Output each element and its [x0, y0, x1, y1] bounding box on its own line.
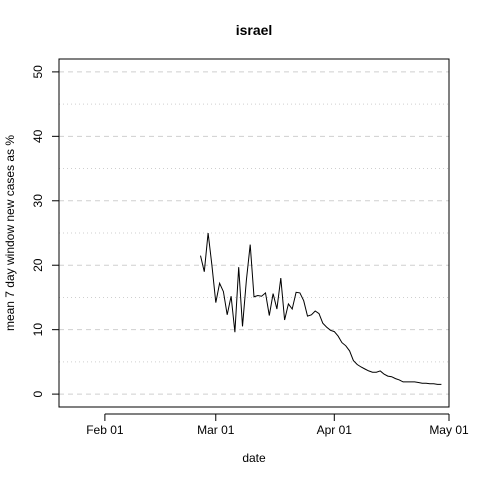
y-axis: 0 10 20 30 40 50	[31, 65, 59, 397]
x-tick-label: Apr 01	[317, 423, 353, 437]
y-tick-label: 20	[31, 258, 45, 272]
series-line	[200, 232, 442, 385]
x-tick-label: May 01	[429, 423, 469, 437]
x-tick-label: Mar 01	[197, 423, 235, 437]
y-tick-label: 10	[31, 323, 45, 337]
chart-title: israel	[236, 22, 273, 38]
x-axis: Feb 01 Mar 01 Apr 01 May 01	[86, 413, 469, 437]
x-axis-label: date	[242, 451, 266, 465]
y-axis-label: mean 7 day window new cases as %	[3, 135, 17, 331]
y-tick-label: 40	[31, 129, 45, 143]
plot-frame	[58, 58, 450, 408]
y-tick-label: 0	[31, 390, 45, 397]
grid-lines	[59, 71, 449, 395]
y-tick-label: 50	[31, 65, 45, 79]
x-tick-label: Feb 01	[86, 423, 124, 437]
y-tick-label: 30	[31, 194, 45, 208]
